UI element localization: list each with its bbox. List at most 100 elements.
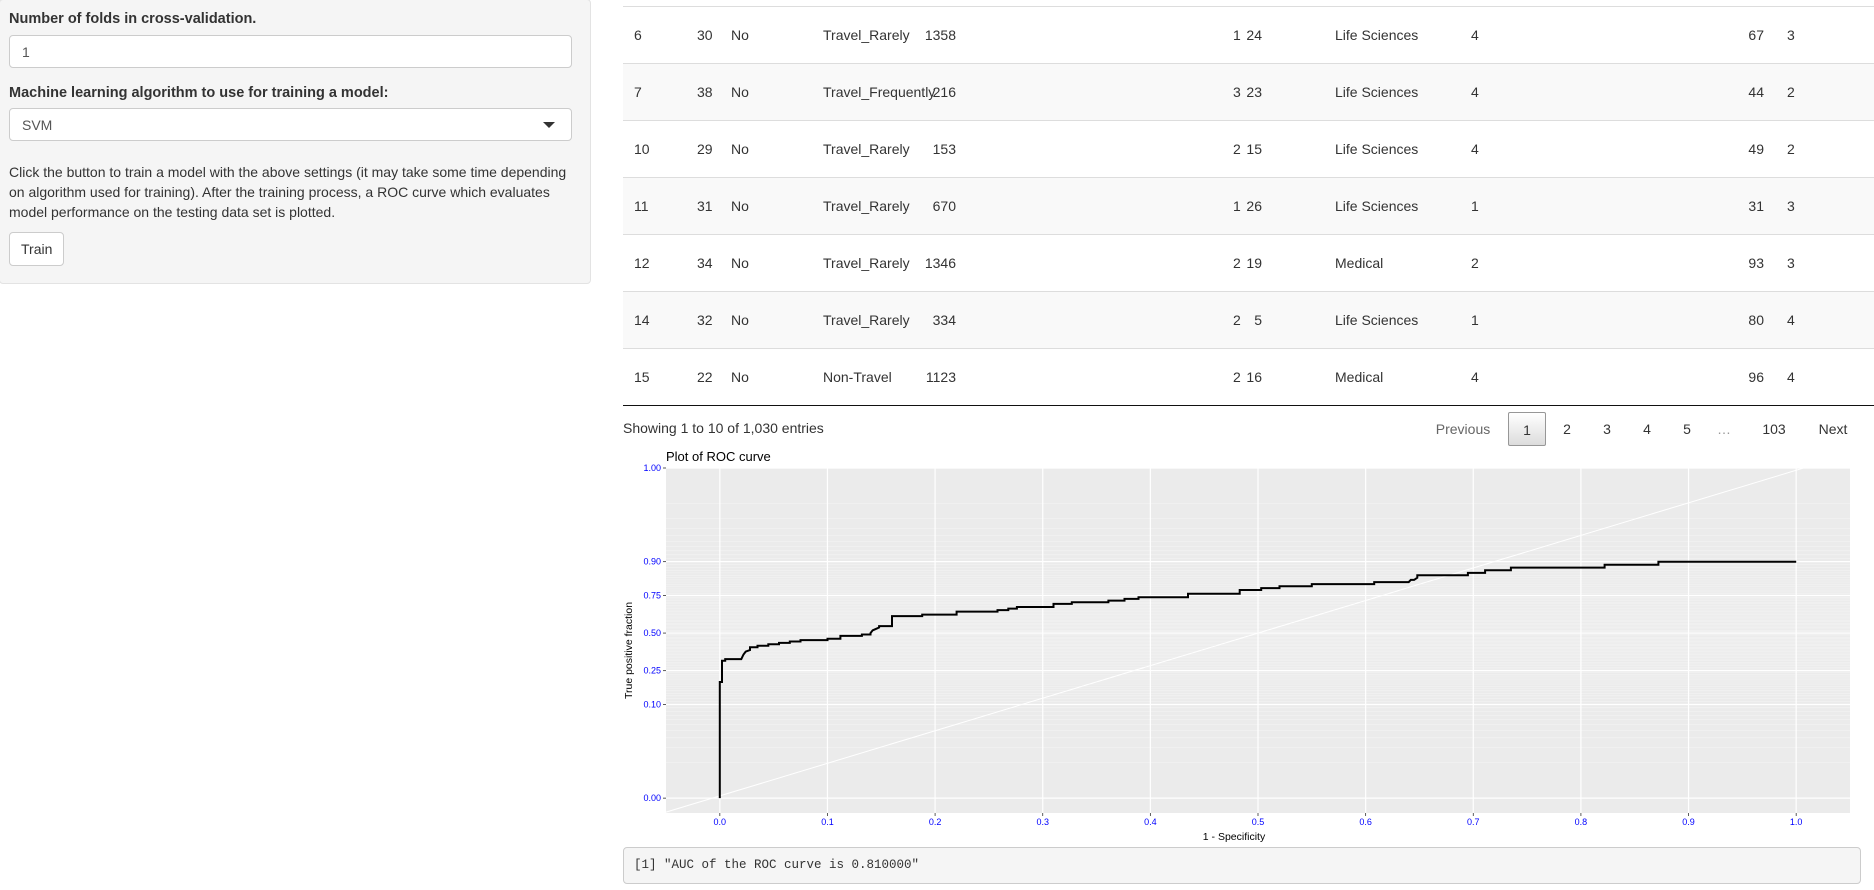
table-cell-education: 2 — [1233, 312, 1241, 328]
table-cell-field: Medical — [1335, 255, 1384, 271]
table-cell-age: 22 — [697, 369, 713, 385]
table-cell-field: Life Sciences — [1335, 84, 1419, 100]
table-cell-education: 1 — [1233, 27, 1241, 43]
table-cell-env-sat: 2 — [1471, 255, 1479, 271]
table-cell-id: 11 — [634, 198, 649, 214]
y-tick-label: 0.00 — [643, 793, 661, 803]
table-cell-hourly: 49 — [1748, 141, 1764, 157]
roc-curve-line — [718, 560, 1797, 799]
roc-chart: Plot of ROC curve 0.0 0.1 0.2 0.3 0.4 0.5 0.6 0… — [623, 449, 1851, 843]
table-cell-involvement: 3 — [1787, 27, 1795, 43]
table-cell-id: 6 — [634, 27, 642, 43]
x-tick-label: 0.2 — [929, 817, 942, 827]
table-info: Showing 1 to 10 of 1,030 entries — [623, 420, 824, 436]
table-cell-daily-rate: 1123 — [925, 369, 956, 385]
table-cell-age: 31 — [697, 198, 713, 214]
table-cell-attrition: No — [731, 84, 749, 100]
folds-input[interactable] — [9, 35, 572, 68]
pagination-page-4[interactable]: 4 — [1643, 421, 1651, 437]
caret-down-icon — [543, 122, 555, 128]
table-cell-education: 3 — [1233, 84, 1241, 100]
table-cell-attrition: No — [731, 369, 749, 385]
table-cell-attrition: No — [731, 27, 749, 43]
pagination-next[interactable]: Next — [1818, 421, 1848, 437]
pagination-page-3[interactable]: 3 — [1603, 421, 1611, 437]
table-cell-involvement: 3 — [1787, 255, 1795, 271]
table-cell-field: Life Sciences — [1335, 27, 1419, 43]
table-cell-age: 30 — [697, 27, 713, 43]
table-cell-field: Life Sciences — [1335, 198, 1419, 214]
folds-label: Number of folds in cross-validation. — [9, 11, 257, 27]
table-cell-distance: 16 — [1246, 369, 1262, 385]
table-row: 10 29 No Travel_Rarely 153 15 2 Life Sciences 4 4… — [623, 120, 1874, 177]
pagination-page-2[interactable]: 2 — [1563, 421, 1571, 437]
y-tick-label: 0.10 — [643, 699, 661, 709]
table-cell-age: 29 — [697, 141, 713, 157]
x-tick-label: 0.1 — [821, 817, 834, 827]
table-cell-env-sat: 4 — [1471, 141, 1479, 157]
y-tick-label: 0.25 — [643, 666, 661, 676]
table-cell-travel: Travel_Rarely — [823, 198, 910, 214]
algorithm-label: Machine learning algorithm to use for tr… — [9, 85, 389, 101]
table-cell-daily-rate: 216 — [932, 84, 956, 100]
x-tick-label: 1.0 — [1790, 817, 1803, 827]
table-cell-hourly: 31 — [1748, 198, 1764, 214]
pagination-ellipsis: … — [1717, 421, 1731, 437]
table-cell-daily-rate: 153 — [932, 141, 956, 157]
table-cell-distance: 26 — [1246, 198, 1262, 214]
train-button[interactable]: Train — [9, 232, 65, 266]
y-tick-label: 0.90 — [643, 557, 661, 567]
table-cell-id: 10 — [634, 141, 650, 157]
x-tick-label: 0.0 — [714, 817, 727, 827]
table-cell-hourly: 80 — [1748, 312, 1764, 328]
y-axis-label: True positive fraction — [623, 602, 635, 699]
pagination-page-1[interactable]: 1 — [1508, 412, 1546, 446]
algorithm-select[interactable]: SVM — [9, 108, 572, 141]
x-tick-label: 0.3 — [1036, 817, 1049, 827]
table-cell-travel: Travel_Rarely — [823, 27, 910, 43]
table-cell-involvement: 4 — [1787, 312, 1795, 328]
x-tick-label: 0.8 — [1575, 817, 1588, 827]
table-cell-involvement: 4 — [1787, 369, 1795, 385]
table-row: 12 34 No Travel_Rarely 1346 19 2 Medical 2 93 3 — [623, 234, 1874, 291]
y-tick-label: 0.75 — [643, 590, 661, 600]
table-cell-id: 12 — [634, 255, 650, 271]
pagination-page-last[interactable]: 103 — [1762, 421, 1786, 437]
table-cell-attrition: No — [731, 141, 749, 157]
table-cell-age: 34 — [697, 255, 713, 271]
table-row: 7 38 No Travel_Frequently 216 23 3 Life Science… — [623, 63, 1874, 120]
table-cell-field: Medical — [1335, 369, 1384, 385]
sidebar-panel: Number of folds in cross-validation. Mac… — [0, 0, 591, 284]
table-cell-id: 14 — [634, 312, 650, 328]
reference-diagonal — [665, 453, 1851, 813]
table-cell-hourly: 67 — [1748, 27, 1764, 43]
table-cell-id: 15 — [634, 369, 650, 385]
table-cell-travel: Travel_Rarely — [823, 255, 910, 271]
x-tick-label: 0.6 — [1359, 817, 1372, 827]
pagination-previous[interactable]: Previous — [1435, 421, 1491, 437]
table-cell-distance: 24 — [1246, 27, 1262, 43]
x-tick-label: 0.4 — [1144, 817, 1157, 827]
table-cell-hourly: 44 — [1748, 84, 1764, 100]
table-cell-daily-rate: 334 — [932, 312, 956, 328]
table-cell-education: 2 — [1233, 255, 1241, 271]
x-tick-label: 0.5 — [1252, 817, 1265, 827]
table-cell-distance: 19 — [1246, 255, 1262, 271]
algorithm-selected-value: SVM — [22, 116, 53, 133]
table-cell-attrition: No — [731, 198, 749, 214]
table-cell-field: Life Sciences — [1335, 312, 1419, 328]
data-table: 6 30 No Travel_Rarely 1358 24 1 Life Sciences 4 6… — [623, 6, 1874, 405]
table-cell-env-sat: 4 — [1471, 27, 1479, 43]
table-bottom-border — [623, 405, 1874, 406]
table-cell-involvement: 2 — [1787, 84, 1795, 100]
x-axis-label: 1 - Specificity — [1203, 831, 1266, 843]
pagination-page-5[interactable]: 5 — [1683, 421, 1691, 437]
table-cell-id: 7 — [634, 84, 642, 100]
table-cell-age: 38 — [697, 84, 713, 100]
table-cell-env-sat: 1 — [1471, 198, 1479, 214]
help-text: Click the button to train a model with t… — [9, 164, 567, 220]
table-cell-age: 32 — [697, 312, 713, 328]
y-tick-label: 0.50 — [643, 628, 661, 638]
table-cell-education: 2 — [1233, 369, 1241, 385]
table-cell-daily-rate: 670 — [932, 198, 956, 214]
